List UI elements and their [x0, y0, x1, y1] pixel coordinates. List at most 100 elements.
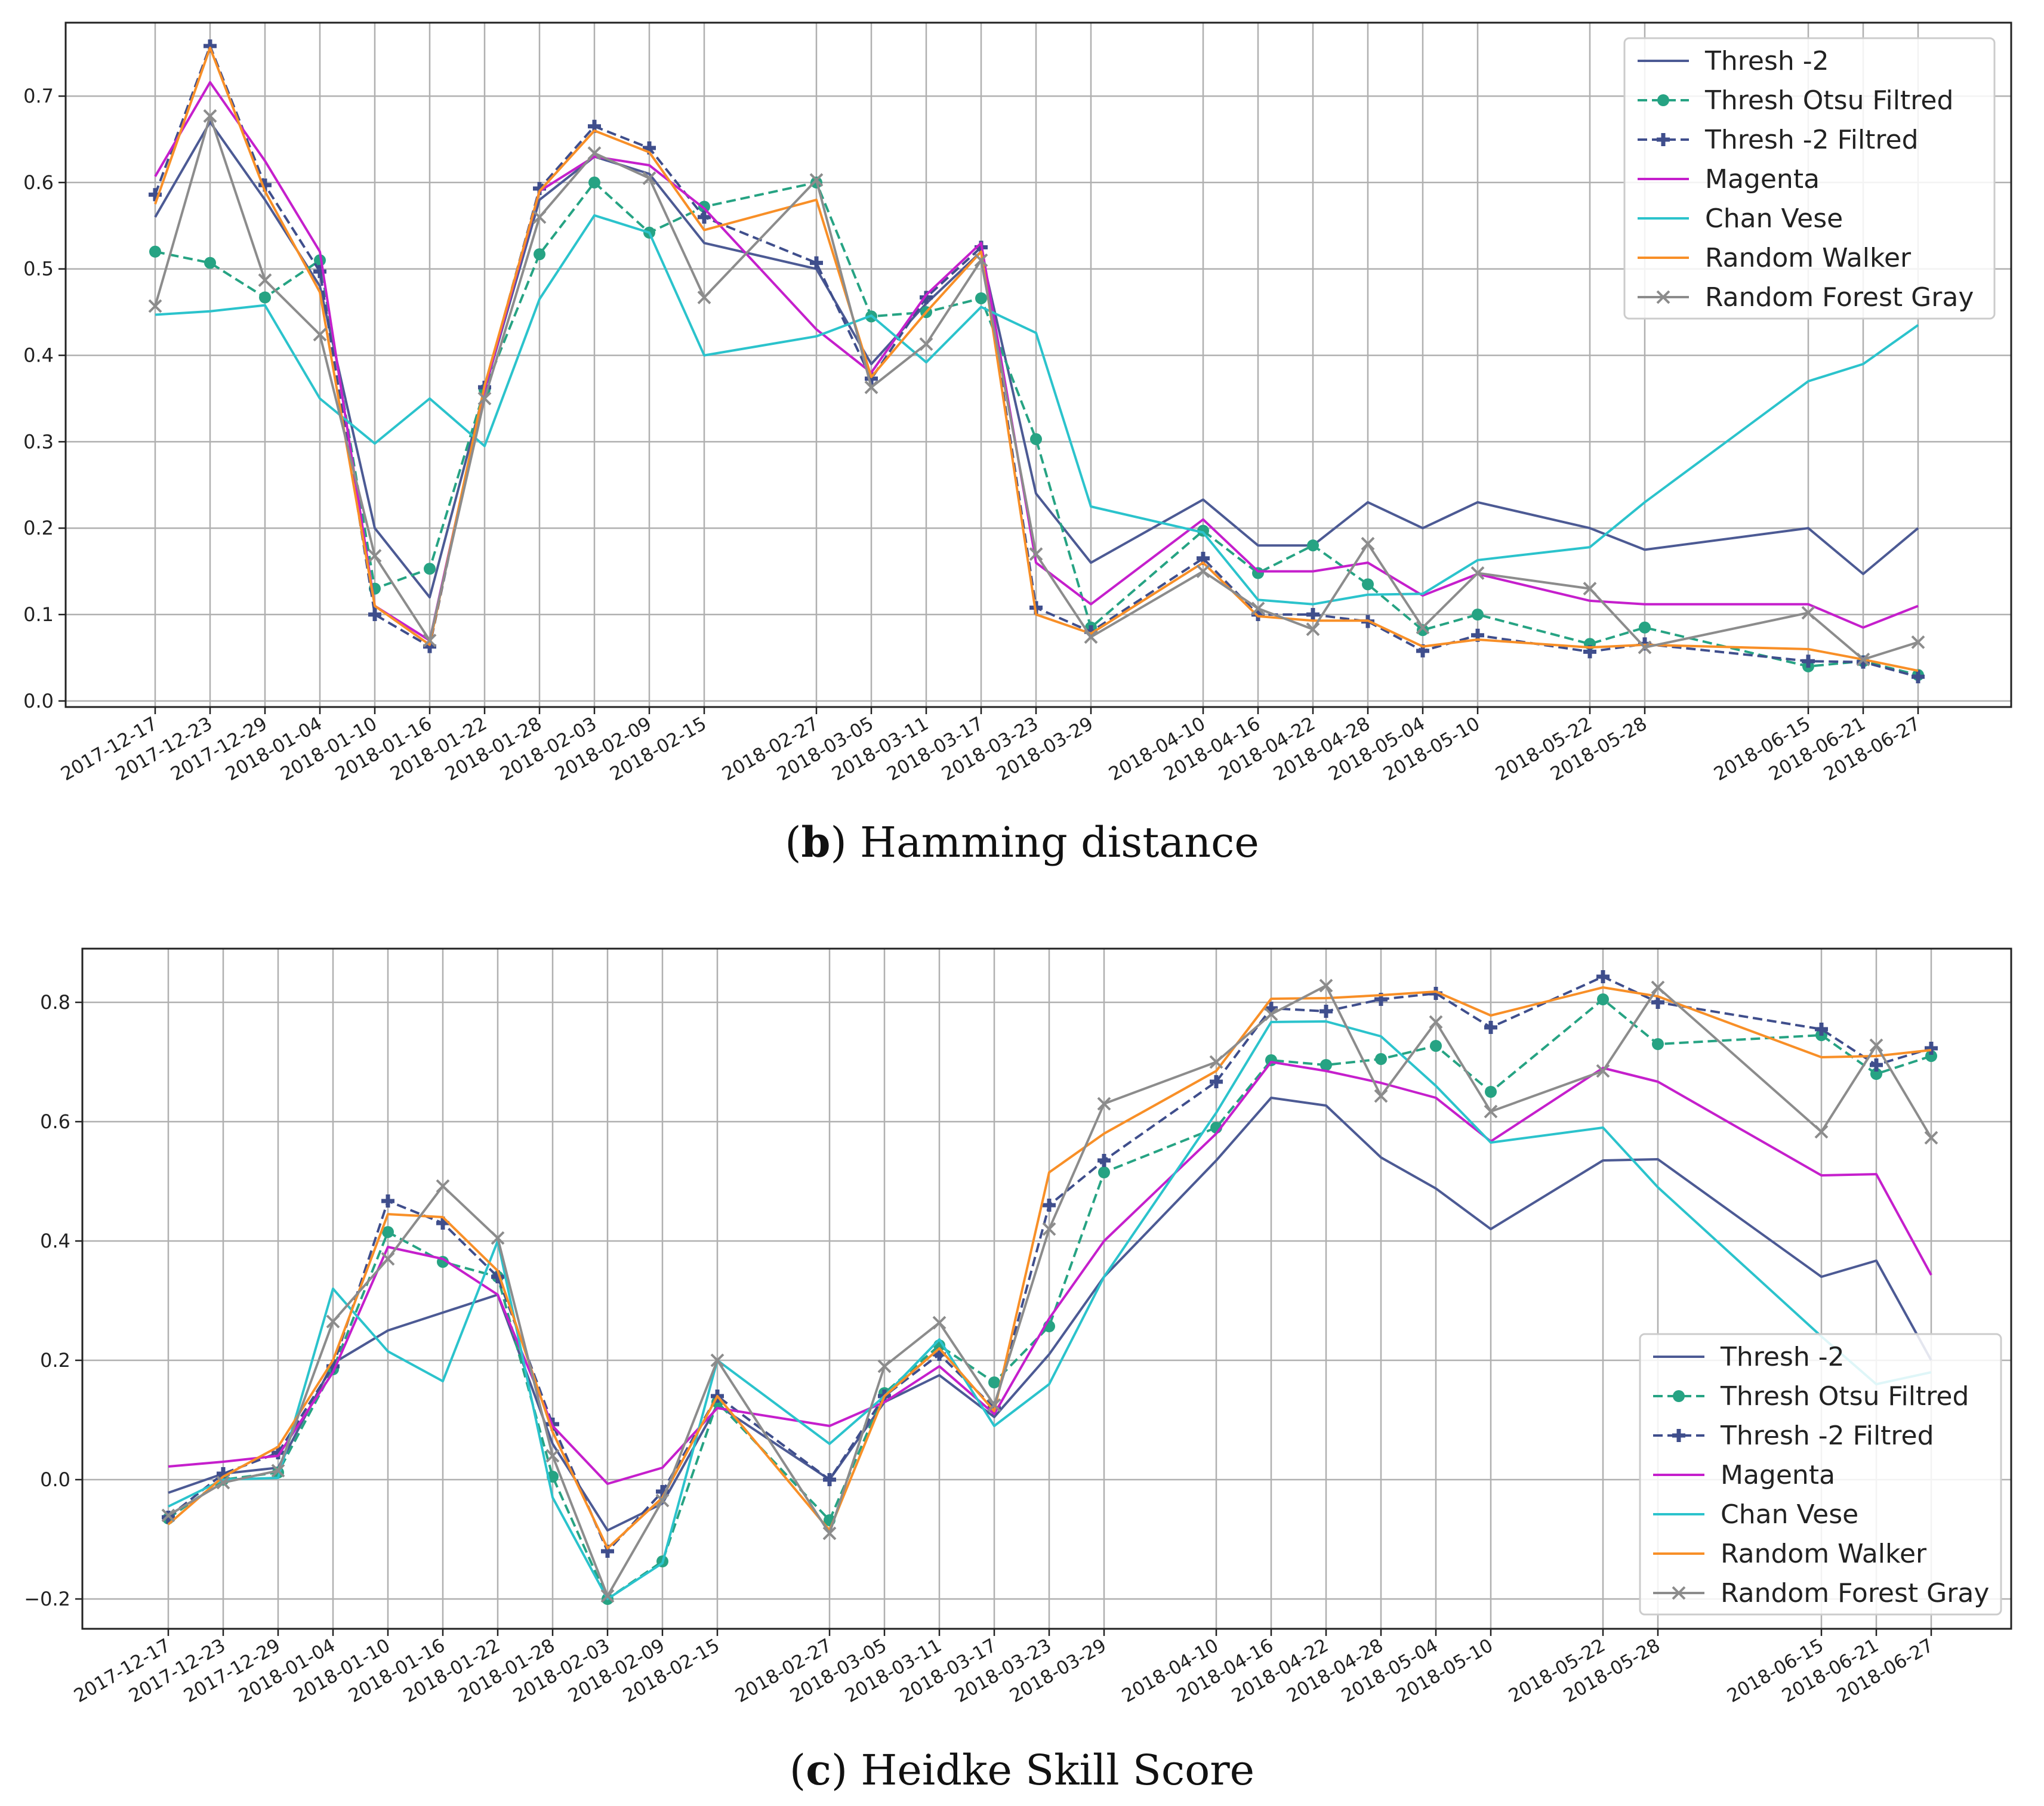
data-point-forest — [877, 1359, 892, 1373]
data-point-forest — [1029, 547, 1043, 561]
y-tick-label: −0.2 — [24, 1588, 70, 1610]
data-point-forest — [1801, 606, 1815, 620]
data-point-forest — [477, 391, 492, 406]
data-point-forest — [1196, 564, 1210, 579]
series-line-thresh2 — [154, 121, 1919, 599]
data-point-otsu — [698, 200, 710, 213]
data-point-otsu — [975, 292, 987, 304]
data-point-thresh2f — [1857, 655, 1870, 669]
series-line-walker — [154, 47, 1919, 672]
data-point-thresh2f — [272, 1446, 285, 1459]
y-tick-label: 0.4 — [40, 1230, 70, 1252]
y-tick-label: 0.3 — [23, 430, 54, 453]
data-point-forest — [1814, 1125, 1829, 1139]
data-point-forest — [1361, 536, 1375, 551]
y-tick-label: 0.2 — [40, 1349, 70, 1372]
data-point-otsu — [1485, 1086, 1497, 1098]
legend: Thresh -2 Thresh Otsu Filtred Thresh -2 Fi… — [1639, 1333, 2002, 1616]
data-point-forest — [697, 291, 711, 304]
data-point-forest — [532, 210, 547, 224]
data-point-forest — [587, 146, 602, 160]
series-line-chanvese — [155, 214, 1919, 606]
data-point-forest — [822, 1526, 837, 1540]
data-point-forest — [1484, 1104, 1498, 1119]
data-point-thresh2f — [368, 608, 381, 622]
legend-marker-forest — [1672, 1586, 1686, 1600]
plot-frame — [64, 21, 2012, 708]
data-point-forest — [1416, 620, 1430, 635]
data-point-otsu — [1925, 1050, 1937, 1062]
data-point-thresh2f — [823, 1473, 836, 1486]
series-line-magenta — [154, 81, 1919, 642]
caption-c: (c) Heidke Skill Score — [789, 1745, 1255, 1795]
data-point-forest — [1856, 652, 1870, 666]
data-point-otsu — [1417, 624, 1429, 637]
y-tick-label: 0.0 — [40, 1468, 70, 1491]
data-point-otsu — [1320, 1059, 1332, 1071]
legend-label-chanvese: Chan Vese — [1721, 1499, 1858, 1530]
y-tick-label: 0.2 — [23, 517, 54, 539]
caption-b: (b) Hamming distance — [785, 817, 1259, 867]
series-line-magenta — [168, 1061, 1932, 1485]
data-point-forest — [932, 1316, 947, 1330]
legend-label-walker: Random Walker — [1721, 1539, 1927, 1569]
data-point-forest — [1596, 1064, 1610, 1078]
y-tick-label: 0.5 — [23, 258, 54, 280]
data-point-forest — [258, 273, 272, 287]
data-point-otsu — [1870, 1068, 1882, 1080]
y-tick-label: 0.6 — [23, 171, 54, 194]
data-point-forest — [313, 328, 327, 342]
data-point-forest — [491, 1231, 505, 1245]
data-point-otsu — [1472, 609, 1484, 621]
data-point-forest — [1651, 980, 1665, 995]
data-point-forest — [216, 1475, 230, 1490]
data-point-thresh2f — [1210, 1075, 1223, 1088]
data-point-thresh2f — [1043, 1199, 1056, 1212]
data-point-forest — [148, 299, 162, 313]
data-point-otsu — [988, 1376, 1000, 1388]
data-point-thresh2f — [1912, 670, 1925, 684]
legend-marker-thresh2f — [1672, 1429, 1685, 1442]
data-point-thresh2f — [1306, 608, 1319, 622]
data-point-otsu — [382, 1226, 394, 1238]
data-point-forest — [203, 109, 217, 123]
data-point-forest — [1924, 1131, 1938, 1145]
data-point-forest — [326, 1314, 340, 1329]
data-point-forest — [1638, 640, 1652, 655]
legend-label-walker: Random Walker — [1705, 243, 1912, 273]
data-point-forest — [1374, 1089, 1388, 1103]
data-point-forest — [1042, 1222, 1056, 1236]
data-point-thresh2f — [1097, 1154, 1111, 1167]
data-point-thresh2f — [1815, 1023, 1828, 1036]
data-point-forest — [1251, 601, 1265, 616]
series-line-thresh2 — [168, 1097, 1932, 1532]
series-line-forest — [154, 115, 1919, 661]
data-point-thresh2f — [162, 1511, 175, 1524]
data-point-otsu — [1307, 539, 1319, 552]
data-point-forest — [600, 1589, 615, 1603]
data-point-forest — [1306, 622, 1320, 637]
y-tick-label: 0.6 — [40, 1110, 70, 1133]
y-tick-label: 0.0 — [23, 690, 54, 712]
data-point-forest — [809, 173, 824, 187]
data-point-thresh2f — [810, 256, 823, 270]
data-point-forest — [642, 171, 656, 186]
series-line-forest — [167, 984, 1932, 1597]
data-point-otsu — [1197, 524, 1209, 537]
data-point-forest — [1869, 1038, 1883, 1052]
data-point-thresh2f — [313, 265, 326, 279]
data-point-forest — [655, 1493, 670, 1508]
data-point-otsu — [1639, 621, 1651, 634]
data-point-forest — [987, 1398, 1001, 1412]
legend-label-magenta: Magenta — [1721, 1460, 1835, 1490]
y-tick-label: 0.7 — [23, 85, 54, 107]
data-point-forest — [1470, 566, 1485, 580]
data-point-forest — [1084, 630, 1098, 644]
legend-marker-otsu — [1657, 94, 1669, 106]
data-point-forest — [1911, 635, 1925, 649]
legend-label-otsu: Thresh Otsu Filtred — [1720, 1381, 1969, 1412]
data-point-otsu — [1375, 1053, 1387, 1065]
legend-label-magenta: Magenta — [1705, 164, 1820, 195]
data-point-otsu — [1597, 993, 1609, 1005]
